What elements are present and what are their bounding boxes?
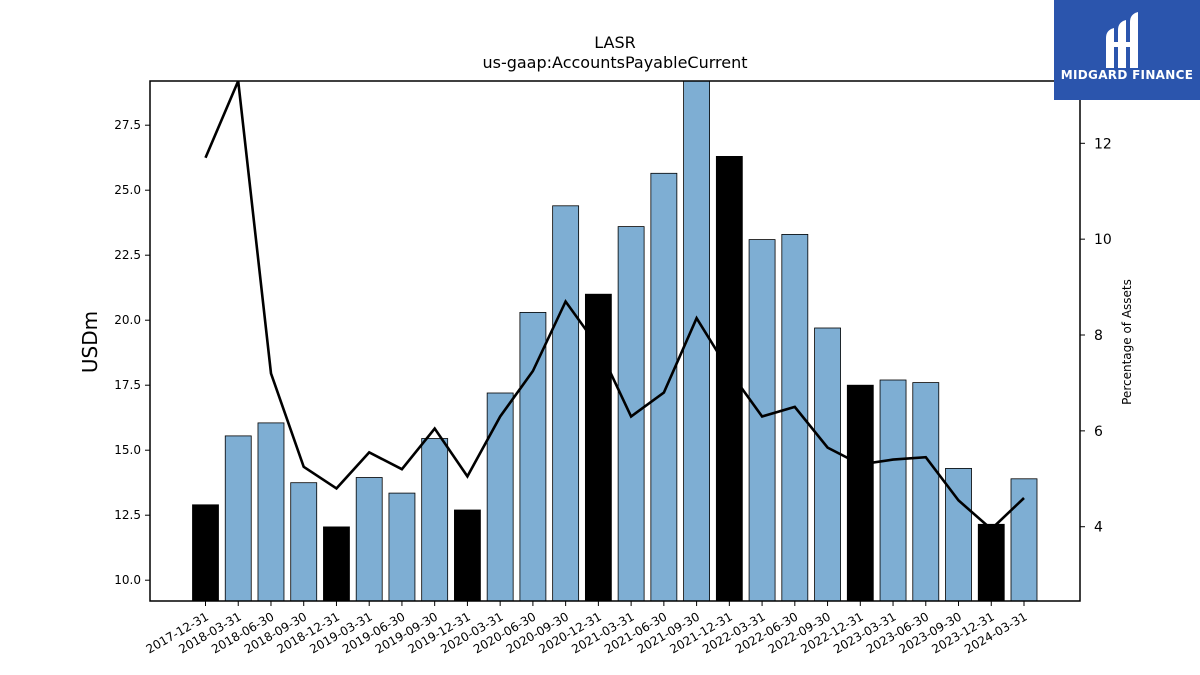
bar (1010, 478, 1038, 601)
brand-logo: MIDGARD FINANCE (1054, 0, 1200, 100)
y-axis-left: 10.0 12.5 15.0 17.5 20.0 22.5 25.0 27.5 (114, 118, 150, 587)
y2-tick-label: 12 (1094, 136, 1112, 152)
plot-frame (149, 80, 1081, 602)
bar (552, 205, 580, 601)
bar (388, 492, 416, 601)
bar (323, 526, 350, 601)
bar (454, 509, 481, 601)
y-axis-right: 4 6 8 10 12 (1080, 136, 1112, 536)
chart-title: LASR (594, 33, 636, 52)
y2-tick-label: 10 (1094, 232, 1112, 248)
y-tick-label: 20.0 (114, 313, 141, 327)
chart-subtitle: us-gaap:AccountsPayableCurrent (482, 53, 747, 72)
bar (486, 392, 514, 601)
y-tick-label: 25.0 (114, 183, 141, 197)
bar (814, 327, 841, 601)
y2-tick-label: 4 (1094, 520, 1103, 536)
bar (224, 435, 252, 601)
y-tick-label: 12.5 (114, 508, 141, 522)
y-tick-label: 10.0 (114, 573, 141, 587)
y2-tick-label: 8 (1094, 328, 1103, 344)
bar (715, 155, 743, 601)
bar (912, 382, 940, 601)
bar (650, 172, 678, 601)
x-axis: 2017-12-312018-03-312018-06-302018-09-30… (144, 601, 1030, 656)
bar (355, 477, 383, 601)
y2-axis-label: Percentage of Assets (1120, 279, 1134, 405)
bar (192, 504, 219, 601)
y-tick-label: 27.5 (114, 118, 141, 132)
bar (879, 379, 907, 601)
bar (519, 311, 547, 601)
y-tick-label: 17.5 (114, 378, 141, 392)
bar (584, 293, 612, 601)
line-series (204, 81, 1025, 531)
bar (977, 523, 1005, 601)
y-tick-label: 22.5 (114, 248, 141, 262)
bar (748, 239, 776, 601)
brand-mark-icon (1106, 12, 1138, 68)
y-tick-label: 15.0 (114, 443, 141, 457)
bar (257, 422, 285, 601)
brand-name: MIDGARD FINANCE (1060, 68, 1194, 82)
bar (421, 438, 449, 601)
bar (846, 384, 874, 601)
bar (290, 482, 318, 601)
y2-tick-label: 6 (1094, 424, 1103, 440)
y-axis-label: USDm (78, 311, 102, 373)
line-path (204, 81, 1025, 531)
bar-series (192, 81, 1038, 601)
